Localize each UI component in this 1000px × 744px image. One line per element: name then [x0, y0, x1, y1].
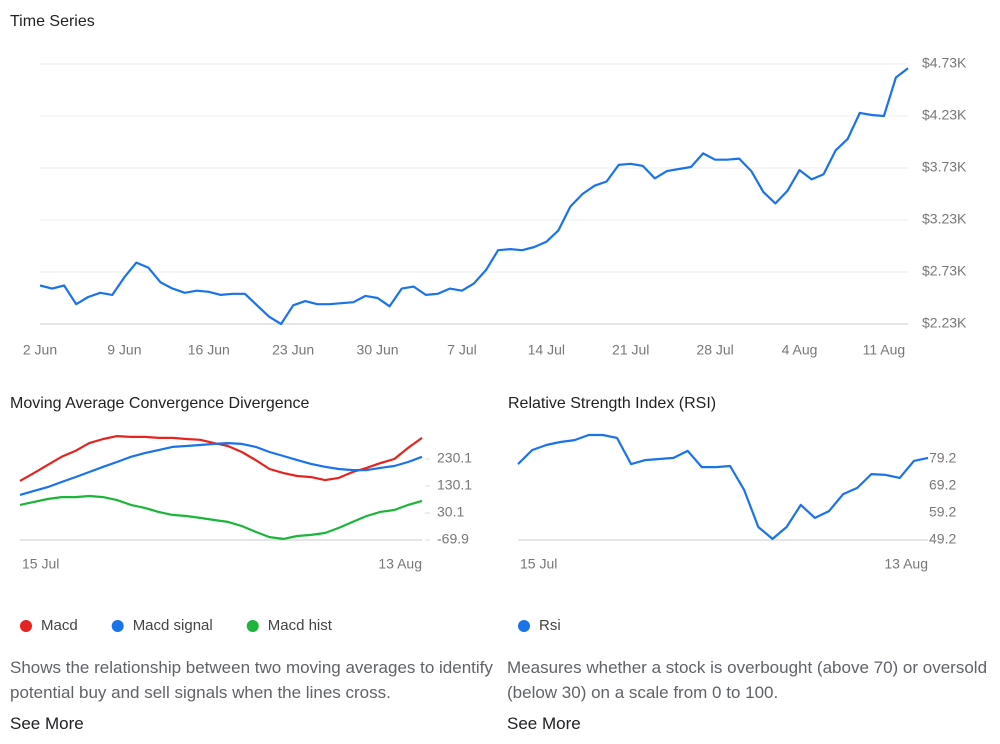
legend-label: Macd hist	[268, 617, 333, 634]
x-tick-label: 9 Jun	[107, 342, 141, 358]
charts: Time Series $2.23K $2.73K $3.23K $3.73K $4.23…	[10, 13, 967, 634]
legend-label: Macd	[41, 617, 78, 634]
x-tick-label: 7 Jul	[447, 342, 477, 358]
legend-marker	[20, 620, 32, 632]
x-tick-label: 30 Jun	[357, 342, 399, 358]
x-tick-label: 11 Aug	[863, 342, 906, 358]
description: Measures whether a stock is overbought (…	[507, 658, 988, 702]
chart-title: Relative Strength Index (RSI)	[508, 395, 716, 412]
chart-title: Moving Average Convergence Divergence	[10, 395, 310, 412]
y-tick-label: $4.23K	[922, 107, 967, 123]
y-tick-label: 130.1	[437, 477, 472, 493]
x-tick-label: 2 Jun	[23, 342, 57, 358]
x-tick-label: 13 Aug	[884, 556, 928, 572]
x-tick-label: 28 Jul	[696, 342, 733, 358]
data-line	[517, 433, 929, 540]
x-tick-label: 4 Aug	[782, 342, 818, 358]
chart-title: Time Series	[10, 13, 95, 30]
x-tick-label: 14 Jul	[528, 342, 565, 358]
y-tick-label: 69.2	[929, 477, 956, 493]
y-tick-label: $3.23K	[922, 211, 967, 227]
x-tick-label: 16 Jun	[188, 342, 230, 358]
y-tick-label: 30.1	[437, 504, 464, 520]
legend-label: Macd signal	[133, 617, 213, 634]
x-tick-label: 15 Jul	[22, 556, 59, 572]
legend-label: Rsi	[539, 617, 561, 634]
x-tick-label: 23 Jun	[272, 342, 314, 358]
y-tick-label: $2.23K	[922, 315, 967, 331]
y-tick-label: 230.1	[437, 450, 472, 466]
x-tick-label: 15 Jul	[520, 556, 557, 572]
y-tick-label: $4.73K	[922, 55, 967, 71]
see-more-link[interactable]: See More	[507, 714, 581, 733]
y-tick-label: 79.2	[929, 450, 956, 466]
data-line	[19, 442, 423, 496]
description: Shows the relationship between two movin…	[10, 658, 493, 702]
y-tick-label: $3.73K	[922, 159, 967, 175]
x-tick-label: 13 Aug	[378, 556, 422, 572]
see-more-link[interactable]: See More	[10, 714, 84, 733]
legend-marker	[246, 620, 259, 632]
x-tick-label: 21 Jul	[612, 342, 649, 358]
y-tick-label: -69.9	[437, 531, 469, 547]
y-tick-label: 59.2	[929, 504, 956, 520]
y-tick-label: $2.73K	[922, 263, 967, 279]
legend-marker	[518, 620, 530, 632]
data-line	[19, 494, 423, 540]
legend-marker	[111, 620, 124, 632]
y-tick-label: 49.2	[929, 531, 956, 547]
data-line	[39, 67, 909, 326]
